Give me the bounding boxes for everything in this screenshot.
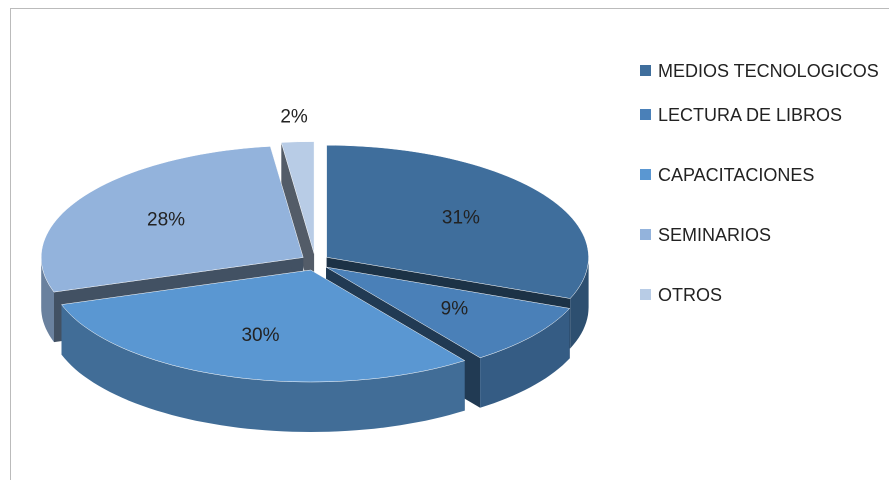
data-label: 2% bbox=[280, 106, 308, 127]
legend-label: MEDIOS TECNOLOGICOS bbox=[658, 61, 879, 81]
legend-swatch bbox=[640, 229, 651, 240]
data-label: 28% bbox=[147, 209, 185, 230]
data-label: 30% bbox=[241, 325, 279, 346]
legend-label: LECTURA DE LIBROS bbox=[658, 105, 843, 125]
slice bbox=[326, 145, 589, 299]
slice bbox=[280, 141, 315, 254]
legend-item: MEDIOS TECNOLOGICOS bbox=[640, 58, 880, 84]
legend-swatch bbox=[640, 109, 651, 120]
legend-swatch bbox=[640, 289, 651, 300]
slice bbox=[61, 269, 466, 383]
slice bbox=[325, 266, 571, 359]
data-label: 31% bbox=[442, 207, 480, 228]
slice-wall bbox=[570, 257, 589, 349]
slice-side bbox=[281, 142, 315, 304]
legend: MEDIOS TECNOLOGICOS LECTURA DE LIBROS CAPA… bbox=[640, 58, 880, 308]
data-label: 9% bbox=[441, 299, 469, 320]
slice-wall bbox=[61, 304, 465, 432]
legend-item: LECTURA DE LIBROS bbox=[640, 102, 880, 128]
legend-label: CAPACITACIONES bbox=[658, 165, 815, 185]
legend-swatch bbox=[640, 169, 651, 180]
legend-label: OTROS bbox=[658, 285, 723, 305]
legend-item: OTROS bbox=[640, 282, 880, 308]
slice bbox=[40, 146, 304, 293]
legend-label: SEMINARIOS bbox=[658, 225, 772, 245]
legend-swatch bbox=[640, 65, 651, 76]
legend-item: SEMINARIOS bbox=[640, 222, 880, 248]
legend-item: CAPACITACIONES bbox=[640, 162, 880, 188]
chart-border bbox=[10, 8, 889, 480]
pie-tops bbox=[40, 141, 589, 383]
slice-wall bbox=[480, 308, 570, 408]
slice-wall bbox=[41, 257, 54, 343]
